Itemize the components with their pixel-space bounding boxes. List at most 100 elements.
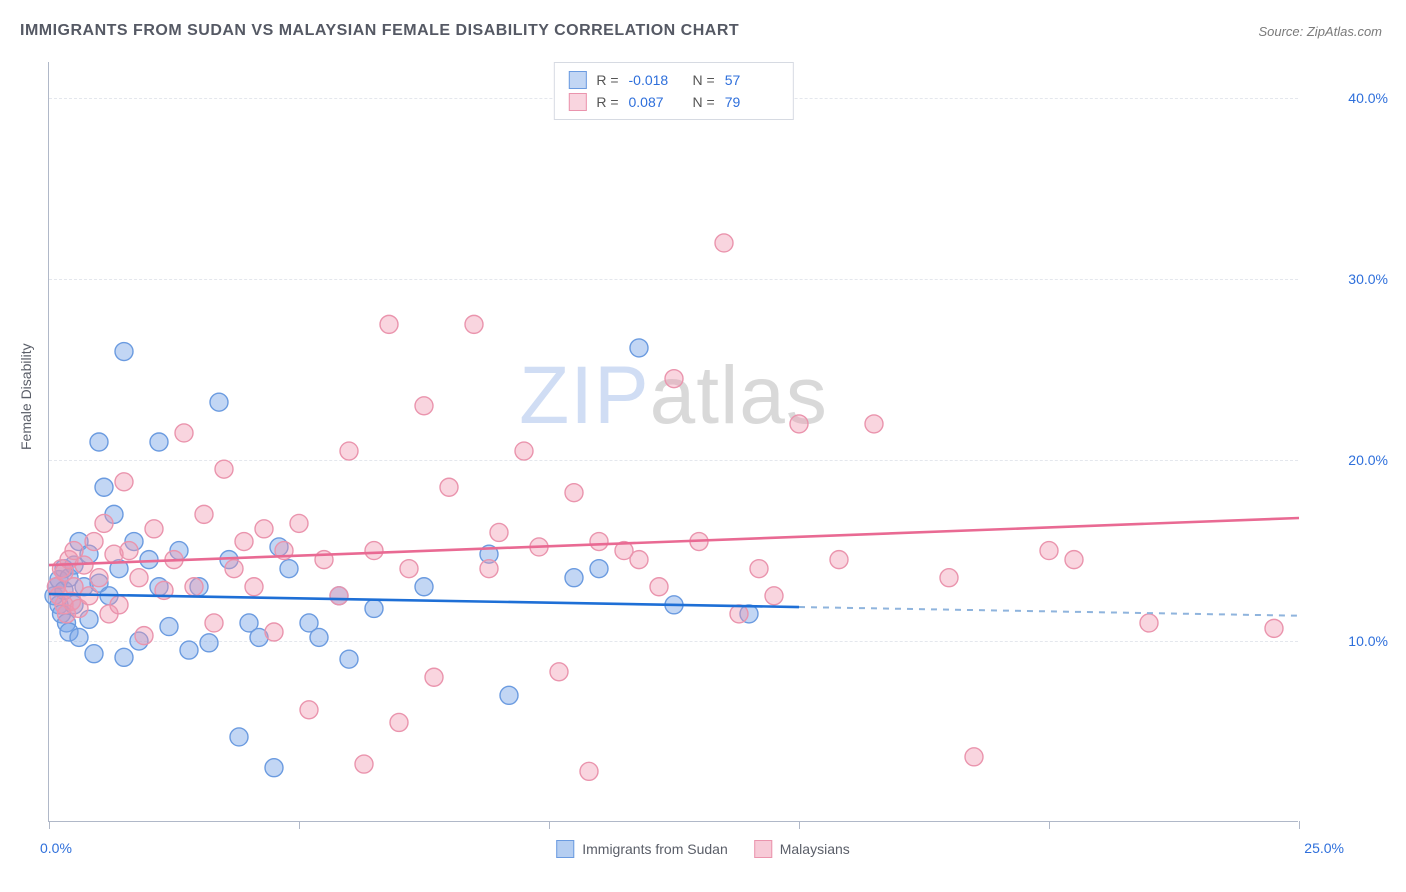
data-point-sudan <box>310 628 328 646</box>
data-point-malaysians <box>715 234 733 252</box>
data-point-malaysians <box>965 748 983 766</box>
data-point-malaysians <box>465 315 483 333</box>
data-point-malaysians <box>85 533 103 551</box>
x-tick <box>49 821 50 829</box>
data-point-malaysians <box>365 542 383 560</box>
data-point-malaysians <box>330 587 348 605</box>
data-point-malaysians <box>135 627 153 645</box>
data-point-malaysians <box>415 397 433 415</box>
data-point-malaysians <box>355 755 373 773</box>
y-tick-label: 20.0% <box>1308 452 1388 468</box>
data-point-malaysians <box>765 587 783 605</box>
legend-label: Malaysians <box>780 841 850 857</box>
data-point-sudan <box>140 551 158 569</box>
y-tick-label: 40.0% <box>1308 90 1388 106</box>
legend-item: Malaysians <box>754 840 850 858</box>
legend-label: Immigrants from Sudan <box>582 841 728 857</box>
data-point-malaysians <box>340 442 358 460</box>
data-point-malaysians <box>515 442 533 460</box>
series-legend: Immigrants from Sudan Malaysians <box>556 840 850 858</box>
n-value-sudan: 57 <box>725 69 779 91</box>
y-tick-label: 30.0% <box>1308 271 1388 287</box>
swatch-malaysians <box>568 93 586 111</box>
data-point-malaysians <box>90 569 108 587</box>
data-point-malaysians <box>940 569 958 587</box>
data-point-sudan <box>115 343 133 361</box>
data-point-sudan <box>115 648 133 666</box>
data-point-sudan <box>85 645 103 663</box>
data-point-malaysians <box>490 523 508 541</box>
data-point-malaysians <box>590 533 608 551</box>
data-point-malaysians <box>1065 551 1083 569</box>
data-point-malaysians <box>215 460 233 478</box>
data-point-malaysians <box>830 551 848 569</box>
data-point-sudan <box>95 478 113 496</box>
data-point-sudan <box>180 641 198 659</box>
data-point-malaysians <box>145 520 163 538</box>
x-tick <box>799 821 800 829</box>
plot-area: R = -0.018 N = 57 R = 0.087 N = 79 ZIPat… <box>48 62 1298 822</box>
r-value-sudan: -0.018 <box>629 69 683 91</box>
data-point-sudan <box>280 560 298 578</box>
x-tick <box>1299 821 1300 829</box>
x-tick <box>549 821 550 829</box>
data-point-malaysians <box>225 560 243 578</box>
x-tick <box>1049 821 1050 829</box>
data-point-malaysians <box>565 484 583 502</box>
data-point-malaysians <box>110 596 128 614</box>
data-point-malaysians <box>380 315 398 333</box>
data-point-sudan <box>70 628 88 646</box>
data-point-sudan <box>150 433 168 451</box>
r-label: R = <box>596 91 618 113</box>
data-point-malaysians <box>400 560 418 578</box>
data-point-malaysians <box>580 762 598 780</box>
swatch-sudan <box>568 71 586 89</box>
data-point-malaysians <box>480 560 498 578</box>
trend-line-dash-sudan <box>799 607 1299 616</box>
r-label: R = <box>596 69 618 91</box>
correlation-legend: R = -0.018 N = 57 R = 0.087 N = 79 <box>553 62 793 120</box>
data-point-malaysians <box>205 614 223 632</box>
data-point-malaysians <box>630 551 648 569</box>
data-point-malaysians <box>440 478 458 496</box>
data-point-malaysians <box>115 473 133 491</box>
data-point-malaysians <box>255 520 273 538</box>
legend-item: Immigrants from Sudan <box>556 840 728 858</box>
legend-swatch <box>556 840 574 858</box>
n-value-malaysians: 79 <box>725 91 779 113</box>
data-point-malaysians <box>730 605 748 623</box>
data-point-malaysians <box>1265 619 1283 637</box>
data-point-malaysians <box>650 578 668 596</box>
data-point-malaysians <box>300 701 318 719</box>
data-point-sudan <box>210 393 228 411</box>
data-point-malaysians <box>195 505 213 523</box>
legend-row-sudan: R = -0.018 N = 57 <box>568 69 778 91</box>
data-point-malaysians <box>120 542 138 560</box>
data-point-malaysians <box>1140 614 1158 632</box>
data-point-sudan <box>365 599 383 617</box>
data-point-sudan <box>160 618 178 636</box>
data-point-malaysians <box>790 415 808 433</box>
scatter-svg <box>49 62 1298 821</box>
r-value-malaysians: 0.087 <box>629 91 683 113</box>
data-point-sudan <box>230 728 248 746</box>
data-point-sudan <box>500 686 518 704</box>
data-point-sudan <box>590 560 608 578</box>
data-point-malaysians <box>550 663 568 681</box>
data-point-malaysians <box>235 533 253 551</box>
data-point-malaysians <box>390 713 408 731</box>
y-tick-label: 10.0% <box>1308 633 1388 649</box>
x-axis-max-label: 25.0% <box>1304 840 1344 856</box>
data-point-malaysians <box>245 578 263 596</box>
data-point-malaysians <box>1040 542 1058 560</box>
data-point-malaysians <box>865 415 883 433</box>
data-point-malaysians <box>265 623 283 641</box>
data-point-sudan <box>200 634 218 652</box>
data-point-sudan <box>630 339 648 357</box>
n-label: N = <box>693 69 715 91</box>
data-point-sudan <box>90 433 108 451</box>
legend-row-malaysians: R = 0.087 N = 79 <box>568 91 778 113</box>
data-point-malaysians <box>130 569 148 587</box>
data-point-malaysians <box>750 560 768 578</box>
data-point-sudan <box>265 759 283 777</box>
